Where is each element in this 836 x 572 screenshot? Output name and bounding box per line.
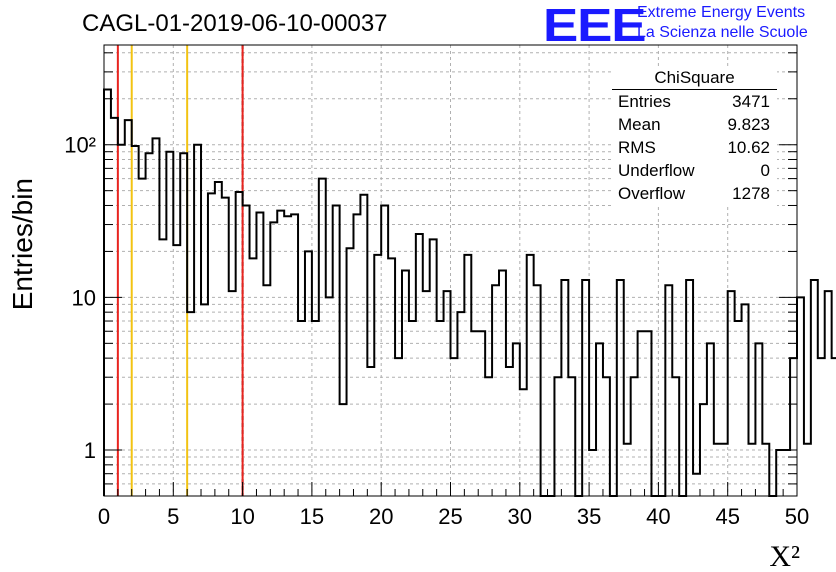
axis-tick-labels: 0 5 10 15 20 25 30 35 40 45 50 1 10 10² <box>64 133 809 529</box>
stats-label: Underflow <box>618 161 695 180</box>
x-tick-label: 45 <box>715 504 739 529</box>
stats-value: 1278 <box>732 184 770 203</box>
stats-label: RMS <box>618 138 656 157</box>
x-tick-label: 15 <box>300 504 324 529</box>
x-tick-label: 35 <box>577 504 601 529</box>
x-tick-label: 25 <box>438 504 462 529</box>
x-axis-label: X² <box>769 540 800 572</box>
x-tick-label: 40 <box>646 504 670 529</box>
stats-value: 10.62 <box>727 138 770 157</box>
y-axis-label: Entries/bin <box>7 178 38 310</box>
stats-value: 3471 <box>732 92 770 111</box>
stats-value: 0 <box>760 161 770 180</box>
x-tick-label: 30 <box>508 504 532 529</box>
stats-box: ChiSquare Entries 3471 Mean 9.823 RMS 10… <box>612 66 777 206</box>
x-tick-label: 20 <box>369 504 393 529</box>
stats-row-entries: Entries 3471 <box>618 92 770 115</box>
y-tick-label: 10 <box>72 285 96 310</box>
stats-row-mean: Mean 9.823 <box>618 115 770 138</box>
stats-divider <box>612 89 777 90</box>
logo-line-2: La Scienza nelle Scuole <box>637 24 808 41</box>
threshold-lines <box>116 45 244 496</box>
stats-title: ChiSquare <box>654 68 735 87</box>
stats-value: 9.823 <box>727 115 770 134</box>
x-tick-label: 0 <box>98 504 110 529</box>
stats-label: Mean <box>618 115 661 134</box>
page-title: CAGL-01-2019-06-10-00037 <box>82 10 388 37</box>
stats-row-underflow: Underflow 0 <box>618 161 770 184</box>
x-tick-label: 5 <box>167 504 179 529</box>
stats-row-rms: RMS 10.62 <box>618 138 770 161</box>
stats-row-overflow: Overflow 1278 <box>618 184 770 207</box>
x-tick-label: 50 <box>785 504 809 529</box>
logo-line-1: Extreme Energy Events <box>637 4 806 21</box>
stats-label: Overflow <box>618 184 686 203</box>
x-tick-label: 10 <box>230 504 254 529</box>
y-tick-label: 10² <box>64 133 96 158</box>
eee-logo-mark: EEE <box>543 0 647 51</box>
axis-ticks <box>103 52 798 497</box>
stats-label: Entries <box>618 92 671 111</box>
y-tick-label: 1 <box>84 438 96 463</box>
